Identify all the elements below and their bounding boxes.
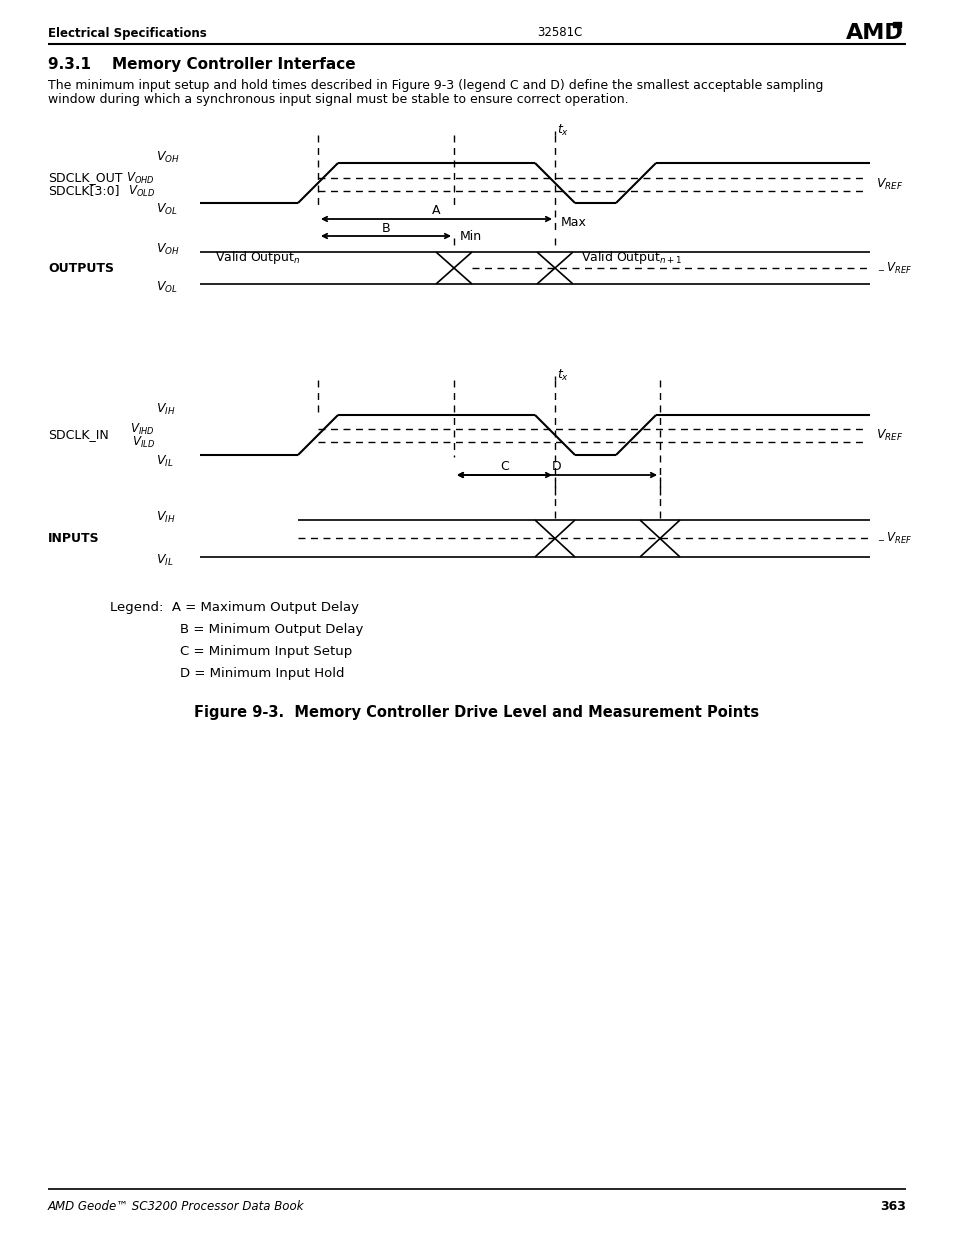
Text: SDCLK_OUT: SDCLK_OUT xyxy=(48,172,122,184)
Text: 363: 363 xyxy=(880,1200,905,1214)
Text: $V_{OL}$: $V_{OL}$ xyxy=(156,279,177,295)
Text: $V_{REF}$: $V_{REF}$ xyxy=(875,177,902,193)
Text: INPUTS: INPUTS xyxy=(48,531,99,545)
Text: $V_{OLD}$: $V_{OLD}$ xyxy=(128,184,154,199)
Text: Legend:  A = Maximum Output Delay: Legend: A = Maximum Output Delay xyxy=(110,600,358,614)
Text: $V_{OH}$: $V_{OH}$ xyxy=(156,242,179,257)
Text: $t_x$: $t_x$ xyxy=(557,122,569,137)
Text: $V_{IHD}$: $V_{IHD}$ xyxy=(131,421,154,436)
Text: $V_{ILD}$: $V_{ILD}$ xyxy=(132,435,154,450)
Text: $_-V_{REF}$: $_-V_{REF}$ xyxy=(875,531,911,546)
Text: $V_{IH}$: $V_{IH}$ xyxy=(156,401,175,416)
Text: Electrical Specifications: Electrical Specifications xyxy=(48,26,207,40)
Text: B: B xyxy=(381,221,390,235)
Text: $V_{OHD}$: $V_{OHD}$ xyxy=(126,170,154,185)
Text: $V_{OH}$: $V_{OH}$ xyxy=(156,149,179,164)
Text: $V_{IL}$: $V_{IL}$ xyxy=(156,552,173,568)
Text: C = Minimum Input Setup: C = Minimum Input Setup xyxy=(180,645,352,657)
Text: B = Minimum Output Delay: B = Minimum Output Delay xyxy=(180,622,363,636)
Text: $V_{IL}$: $V_{IL}$ xyxy=(156,453,173,468)
Text: SDCLK[3:0]: SDCLK[3:0] xyxy=(48,184,119,198)
Text: Figure 9-3.  Memory Controller Drive Level and Measurement Points: Figure 9-3. Memory Controller Drive Leve… xyxy=(194,704,759,720)
Text: The minimum input setup and hold times described in Figure 9-3 (legend C and D) : The minimum input setup and hold times d… xyxy=(48,79,822,91)
Text: 9.3.1    Memory Controller Interface: 9.3.1 Memory Controller Interface xyxy=(48,58,355,73)
Text: OUTPUTS: OUTPUTS xyxy=(48,262,113,274)
Text: $V_{OL}$: $V_{OL}$ xyxy=(156,201,177,216)
Text: D: D xyxy=(552,461,561,473)
Text: D = Minimum Input Hold: D = Minimum Input Hold xyxy=(180,667,344,679)
Text: Max: Max xyxy=(560,216,586,230)
Text: Valid Output$_{n+1}$: Valid Output$_{n+1}$ xyxy=(580,249,682,267)
Text: AMD: AMD xyxy=(845,23,902,43)
Text: AMD Geode™ SC3200 Processor Data Book: AMD Geode™ SC3200 Processor Data Book xyxy=(48,1200,304,1214)
Text: window during which a synchronous input signal must be stable to ensure correct : window during which a synchronous input … xyxy=(48,93,628,105)
Text: A: A xyxy=(432,205,440,217)
Text: 32581C: 32581C xyxy=(537,26,582,40)
Text: Min: Min xyxy=(459,230,481,242)
Text: $V_{IH}$: $V_{IH}$ xyxy=(156,510,175,525)
Text: $t_x$: $t_x$ xyxy=(557,368,569,383)
Text: C: C xyxy=(499,461,508,473)
Text: $V_{REF}$: $V_{REF}$ xyxy=(875,429,902,443)
Polygon shape xyxy=(892,22,900,27)
Text: $_-V_{REF}$: $_-V_{REF}$ xyxy=(875,261,911,275)
Text: SDCLK_IN: SDCLK_IN xyxy=(48,429,109,441)
Text: Valid Output$_n$: Valid Output$_n$ xyxy=(214,249,300,267)
